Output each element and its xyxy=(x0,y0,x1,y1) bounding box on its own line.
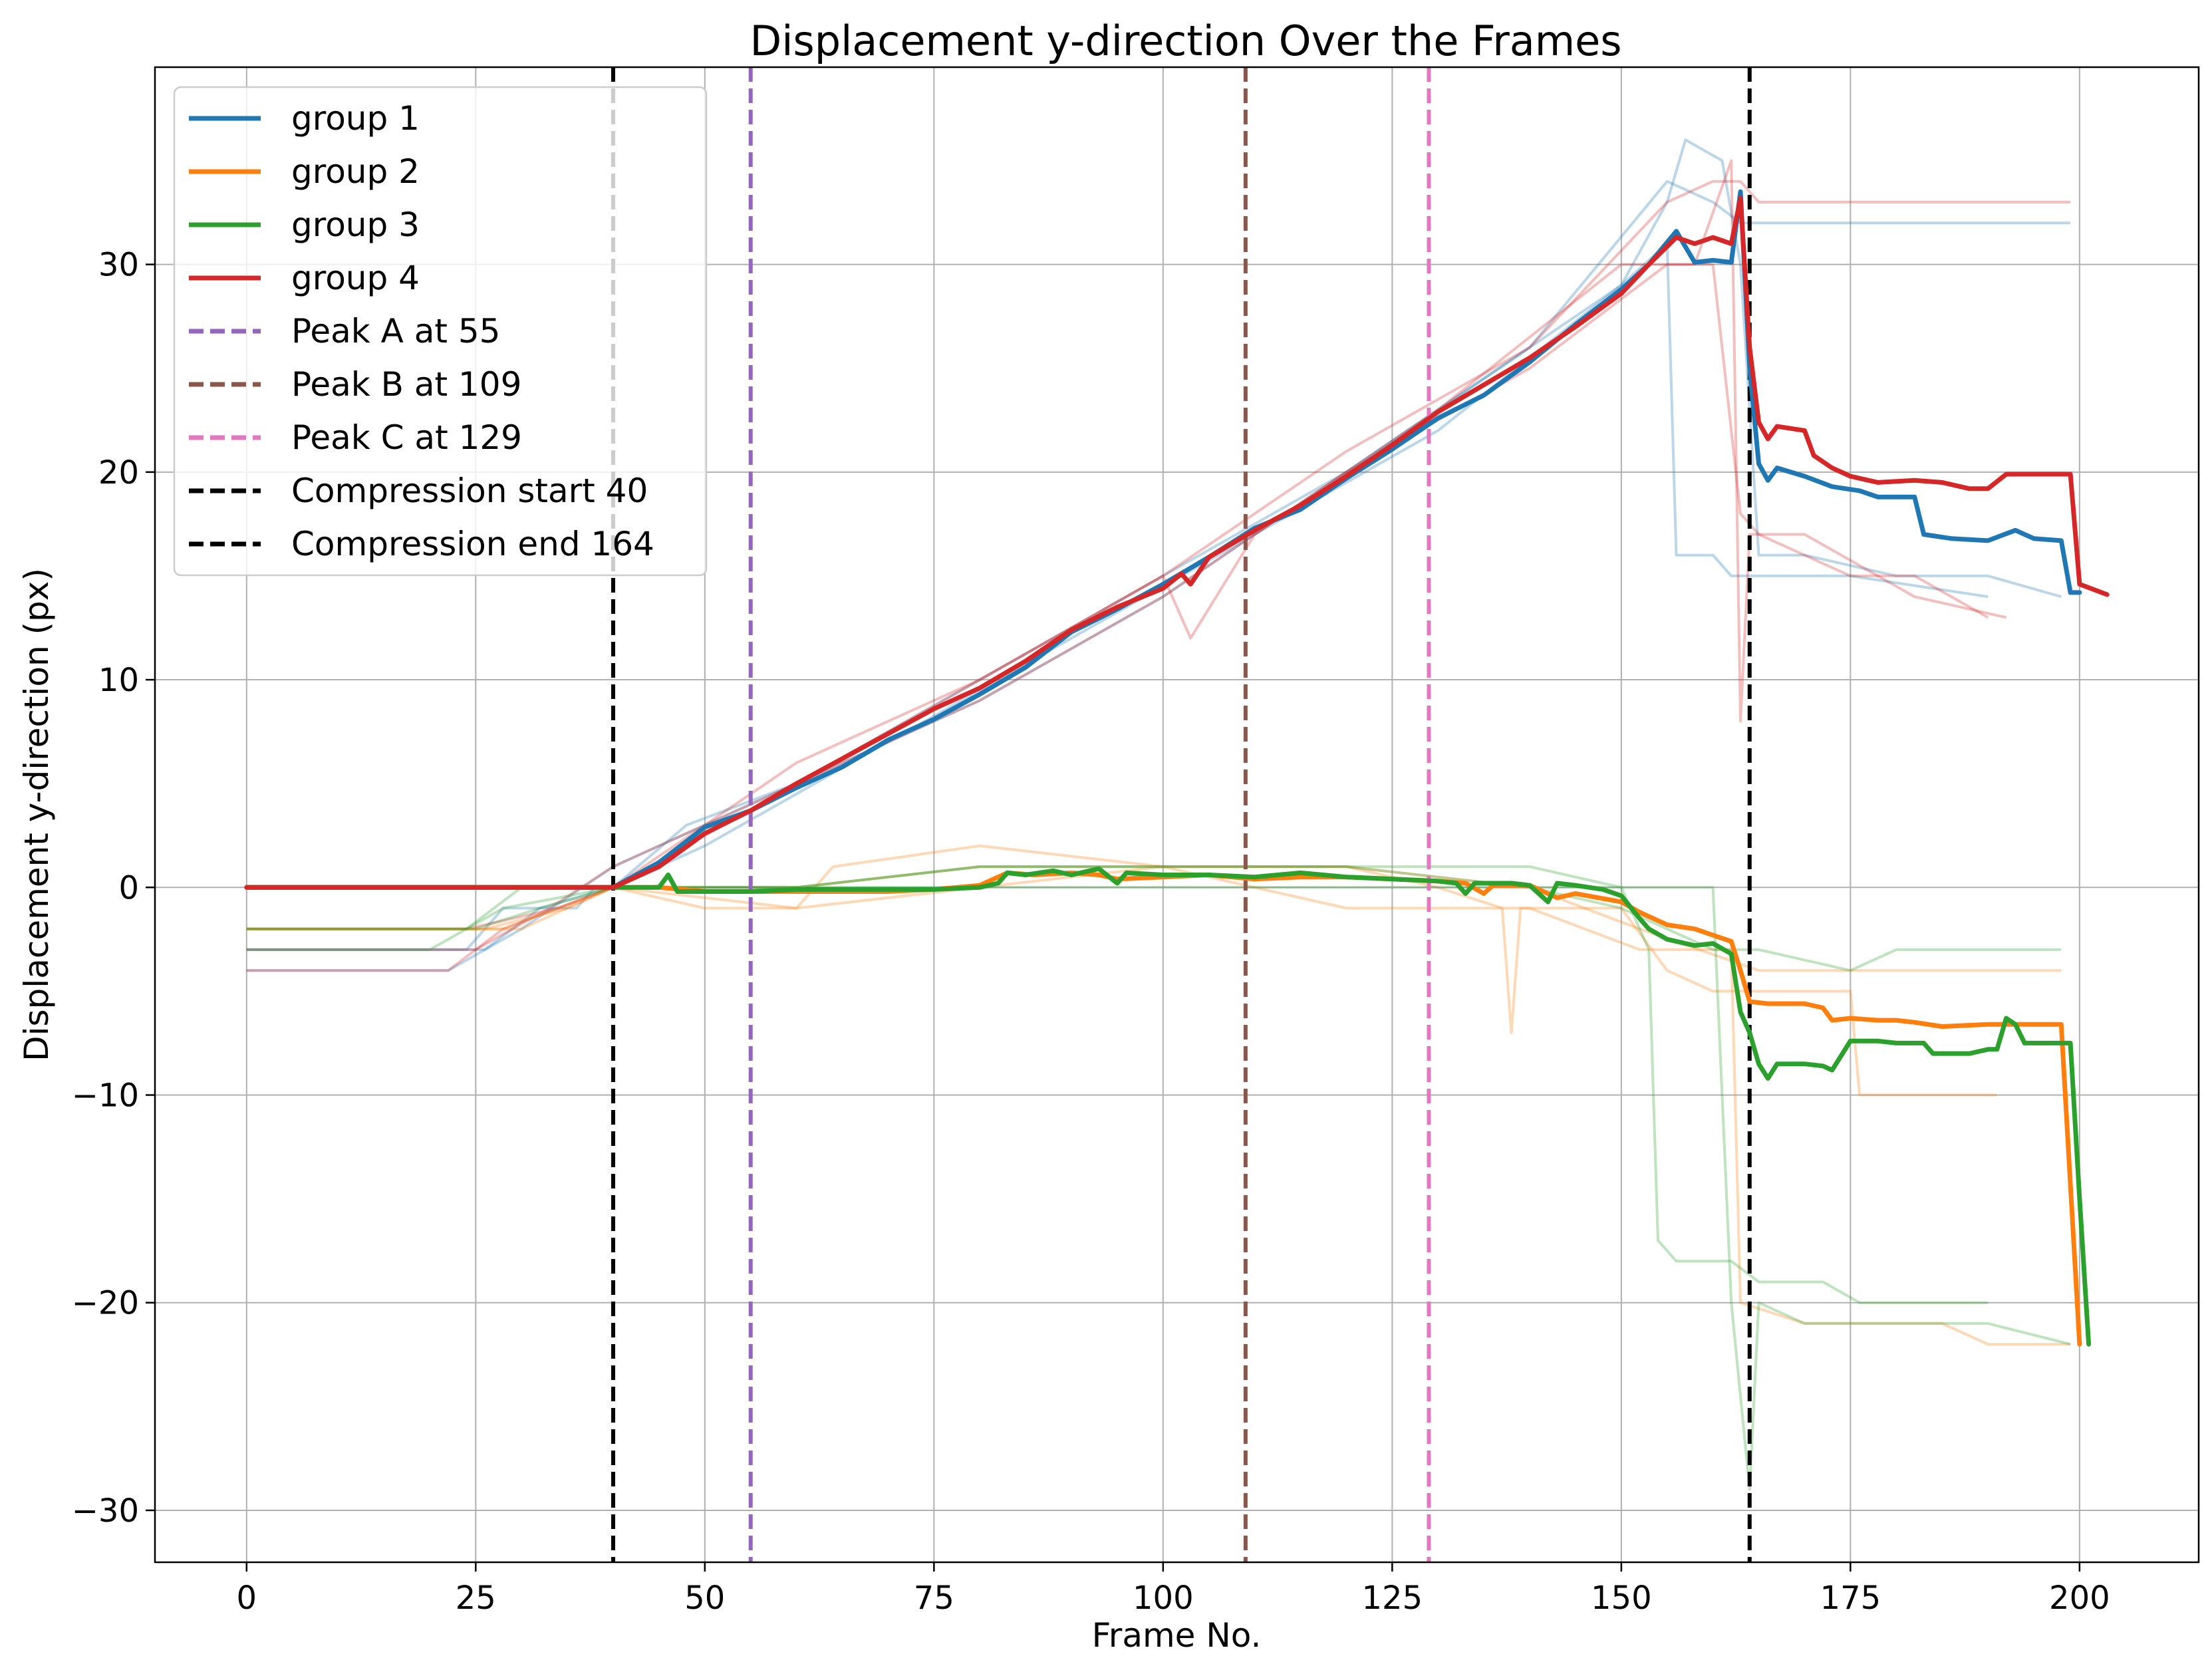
legend-label: Compression start 40 xyxy=(291,472,648,510)
x-axis-label: Frame No. xyxy=(1092,1616,1262,1655)
y-tick-label: −30 xyxy=(72,1492,139,1530)
y-axis-label: Displacement y-direction (px) xyxy=(17,568,56,1061)
plot-frame xyxy=(154,66,2200,1564)
series-lines xyxy=(244,189,2110,1347)
x-tick-label: 0 xyxy=(237,1580,257,1617)
legend-label: Peak B at 109 xyxy=(291,365,521,404)
faint-trace-line xyxy=(246,180,2071,972)
faint-trace-line xyxy=(246,180,2071,972)
series-line xyxy=(244,196,2110,890)
legend-label: Peak C at 129 xyxy=(291,418,522,457)
y-tick-label: 10 xyxy=(98,662,139,699)
legend-label: group 1 xyxy=(291,99,420,138)
vertical-markers xyxy=(611,67,1752,1562)
y-tick-label: 30 xyxy=(98,247,139,284)
x-tick-label: 100 xyxy=(1133,1580,1194,1617)
legend: group 1 group 2 group 3 group 4 Peak A at 55… xyxy=(173,86,708,577)
y-tick-label: 20 xyxy=(98,454,139,491)
legend-label: Peak A at 55 xyxy=(291,312,500,350)
x-tick-label: 125 xyxy=(1362,1580,1423,1617)
faint-trace-line xyxy=(246,886,2062,972)
faint-trace-line xyxy=(246,242,1989,951)
series-line xyxy=(244,189,2082,890)
y-tick-label: −20 xyxy=(72,1285,139,1322)
x-tick-label: 25 xyxy=(456,1580,496,1617)
faint-trace-line xyxy=(246,844,1997,1097)
legend-label: group 3 xyxy=(291,206,420,244)
x-tick-label: 150 xyxy=(1591,1580,1652,1617)
chart-title: Displacement y-direction Over the Frames xyxy=(750,17,1621,65)
x-tick-label: 50 xyxy=(684,1580,725,1617)
legend-label: group 4 xyxy=(291,259,420,297)
y-axis-ticks: −30 −20 −10 0 10 20 30 xyxy=(72,247,155,1530)
series-line xyxy=(244,866,2092,1347)
x-tick-label: 175 xyxy=(1820,1580,1881,1617)
y-tick-label: 0 xyxy=(118,869,139,906)
faint-trace-line xyxy=(246,159,2007,951)
legend-label: group 2 xyxy=(291,152,420,191)
y-tick-label: −10 xyxy=(72,1077,139,1115)
legend-box xyxy=(173,86,708,577)
legend-label: Compression end 164 xyxy=(291,525,654,563)
x-tick-label: 75 xyxy=(914,1580,954,1617)
x-axis-ticks: 0 25 50 75 100 125 150 175 200 xyxy=(237,1562,2110,1617)
x-tick-label: 200 xyxy=(2049,1580,2110,1617)
